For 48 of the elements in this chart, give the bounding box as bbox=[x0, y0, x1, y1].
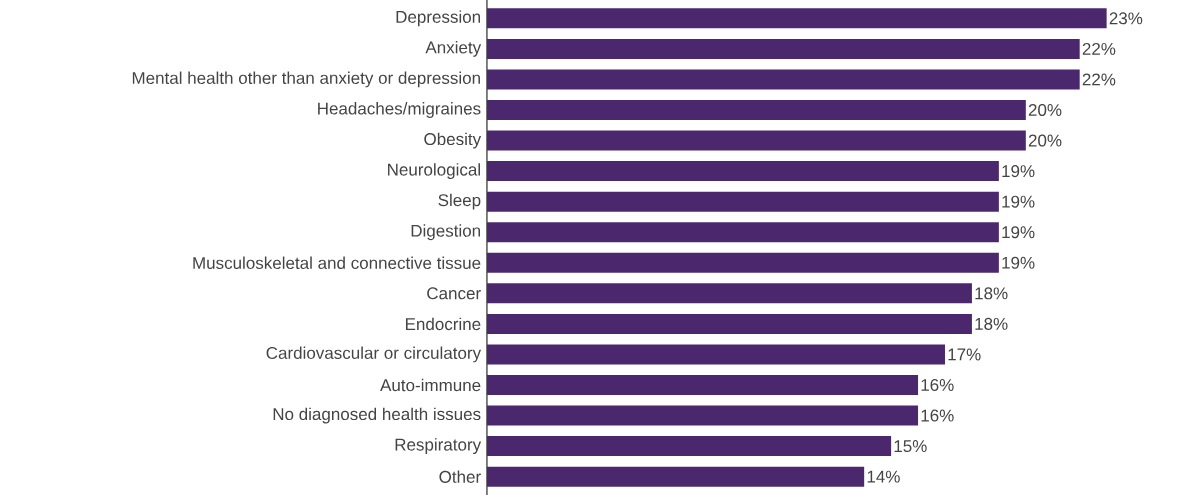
data-label: 19% bbox=[1002, 226, 1035, 239]
y-tick-label: No diagnosed health issues bbox=[273, 407, 481, 424]
bar bbox=[487, 69, 1080, 90]
data-label: 22% bbox=[1082, 73, 1116, 86]
y-tick-label: Other bbox=[439, 470, 481, 483]
y-tick-label: Cardiovascular or circulatory bbox=[266, 346, 482, 363]
bar bbox=[487, 405, 919, 426]
y-tick-label: Obesity bbox=[424, 132, 482, 149]
bar bbox=[487, 436, 892, 457]
bar bbox=[487, 344, 945, 365]
data-label: 15% bbox=[894, 440, 927, 453]
data-label: 20% bbox=[1028, 103, 1062, 117]
bar bbox=[487, 130, 1026, 151]
bar bbox=[487, 100, 1026, 120]
y-tick-label: Headaches/migraines bbox=[318, 102, 481, 118]
data-label: 18% bbox=[975, 287, 1008, 300]
data-label: 18% bbox=[975, 317, 1008, 330]
bar bbox=[487, 38, 1080, 59]
bar bbox=[487, 252, 999, 273]
y-tick-label: Mental health other than anxiety or depression bbox=[132, 71, 480, 88]
y-tick-label: Depression bbox=[396, 10, 481, 27]
data-label: 22% bbox=[1082, 42, 1116, 55]
data-label: 23% bbox=[1109, 12, 1143, 25]
data-label: 16% bbox=[921, 378, 954, 392]
data-label: 19% bbox=[1002, 256, 1035, 269]
y-tick-label: Cancer bbox=[427, 287, 481, 300]
data-label: 14% bbox=[867, 470, 900, 483]
bar bbox=[487, 283, 972, 304]
y-tick-label: Auto-immune bbox=[380, 378, 481, 392]
bar bbox=[487, 222, 999, 243]
y-tick-label: Sleep bbox=[438, 193, 481, 210]
bar bbox=[487, 8, 1107, 29]
data-label: 17% bbox=[948, 348, 981, 361]
y-tick-label: Musculoskeletal and connective tissue bbox=[193, 256, 481, 270]
data-label: 19% bbox=[1002, 165, 1035, 178]
bar bbox=[487, 466, 865, 487]
data-label: 16% bbox=[921, 409, 954, 422]
data-label: 20% bbox=[1028, 134, 1062, 147]
data-label: 19% bbox=[1002, 195, 1035, 208]
y-tick-label: Digestion bbox=[411, 224, 481, 241]
bar bbox=[487, 191, 999, 212]
y-tick-label: Respiratory bbox=[395, 438, 482, 455]
y-tick-label: Neurological bbox=[388, 163, 480, 180]
bar bbox=[487, 374, 919, 395]
bar bbox=[487, 313, 972, 334]
bar bbox=[487, 161, 999, 182]
y-tick-label: Anxiety bbox=[425, 40, 482, 57]
y-tick-label: Endocrine bbox=[405, 317, 481, 331]
